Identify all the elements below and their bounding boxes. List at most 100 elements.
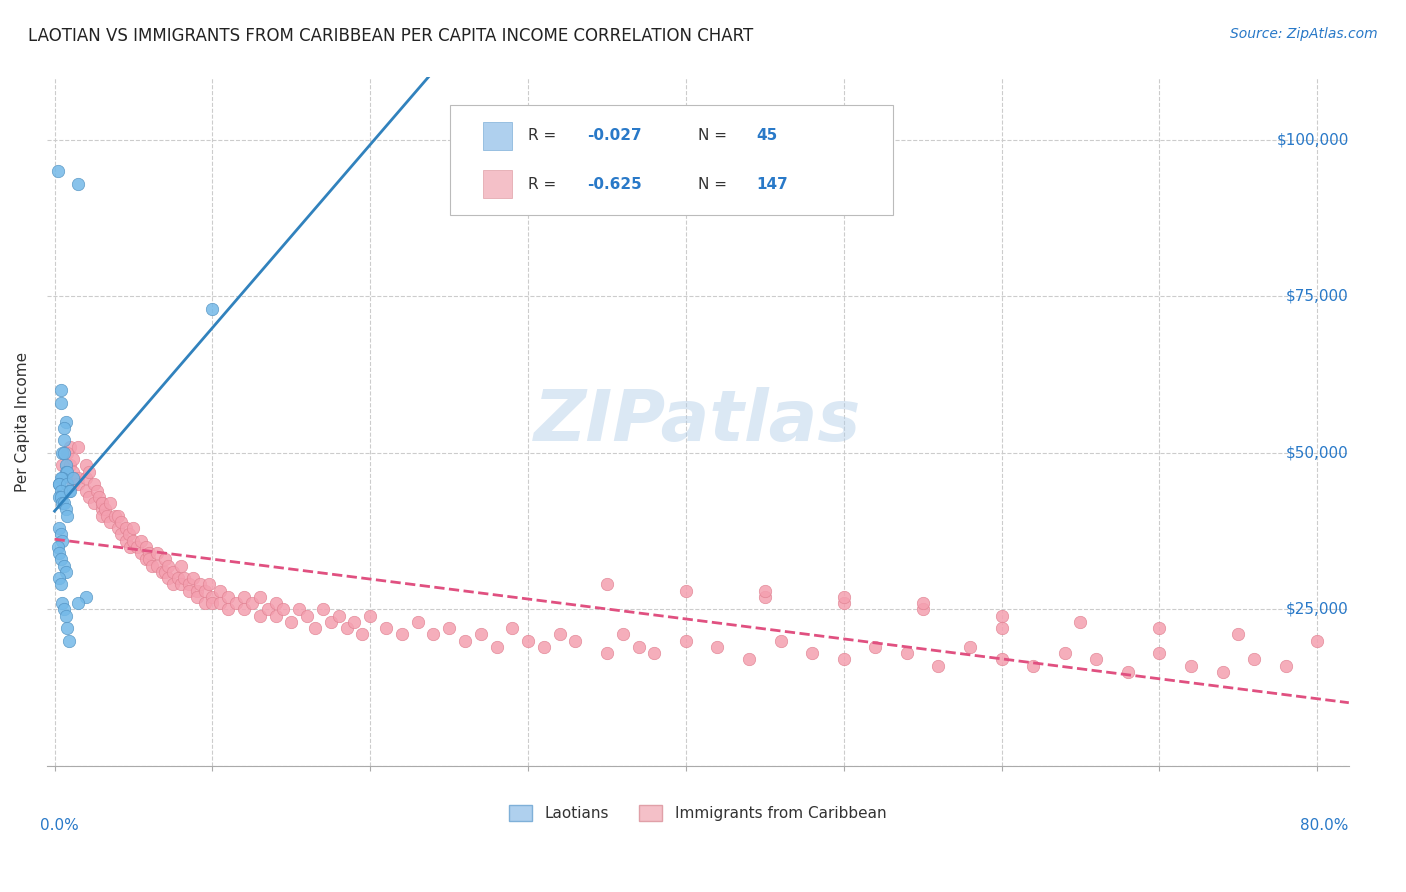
Point	[1243, 652, 1265, 666]
Point	[217, 602, 239, 616]
Point	[62, 477, 84, 491]
Text: R =: R =	[529, 128, 561, 144]
Point	[53, 421, 76, 435]
Point	[135, 540, 157, 554]
Text: 45: 45	[756, 128, 778, 144]
Point	[264, 596, 287, 610]
Point	[754, 590, 776, 604]
Point	[56, 621, 79, 635]
Text: N =: N =	[697, 128, 731, 144]
Point	[98, 515, 121, 529]
Point	[675, 583, 697, 598]
Point	[49, 396, 72, 410]
Text: 80.0%: 80.0%	[1301, 818, 1348, 832]
Point	[162, 577, 184, 591]
Point	[67, 477, 90, 491]
Point	[193, 596, 215, 610]
Point	[911, 602, 934, 616]
Point	[67, 471, 90, 485]
Point	[201, 301, 224, 316]
Point	[51, 458, 73, 473]
Point	[990, 652, 1012, 666]
Point	[990, 621, 1012, 635]
Point	[94, 502, 117, 516]
Point	[675, 633, 697, 648]
Point	[107, 521, 129, 535]
Point	[256, 602, 278, 616]
Point	[319, 615, 342, 629]
Point	[304, 621, 326, 635]
Point	[146, 546, 169, 560]
Point	[75, 458, 97, 473]
Point	[501, 621, 523, 635]
Legend: Laotians, Immigrants from Caribbean: Laotians, Immigrants from Caribbean	[503, 799, 893, 827]
Text: Source: ZipAtlas.com: Source: ZipAtlas.com	[1230, 27, 1378, 41]
Point	[927, 658, 949, 673]
Point	[801, 646, 824, 660]
Point	[87, 490, 110, 504]
Point	[186, 583, 208, 598]
Point	[49, 577, 72, 591]
Point	[75, 483, 97, 498]
Point	[56, 446, 79, 460]
Point	[114, 533, 136, 548]
Point	[53, 434, 76, 448]
FancyBboxPatch shape	[482, 122, 512, 150]
Point	[166, 571, 188, 585]
Point	[280, 615, 302, 629]
Point	[118, 527, 141, 541]
Point	[738, 652, 761, 666]
Point	[201, 596, 224, 610]
Point	[335, 621, 357, 635]
Point	[51, 596, 73, 610]
Point	[865, 640, 887, 654]
Point	[141, 558, 163, 573]
Point	[46, 164, 69, 178]
Point	[103, 508, 125, 523]
Point	[48, 477, 70, 491]
Point	[548, 627, 571, 641]
Point	[131, 546, 153, 560]
Point	[1149, 621, 1171, 635]
Point	[48, 477, 70, 491]
Point	[312, 602, 335, 616]
Point	[138, 552, 160, 566]
Point	[110, 515, 132, 529]
Point	[55, 458, 77, 473]
Point	[157, 571, 180, 585]
Point	[832, 652, 855, 666]
Point	[83, 496, 105, 510]
Point	[49, 490, 72, 504]
Point	[186, 590, 208, 604]
Point	[1306, 633, 1329, 648]
Point	[58, 483, 80, 498]
Point	[49, 552, 72, 566]
Point	[201, 590, 224, 604]
Point	[627, 640, 650, 654]
Text: 147: 147	[756, 177, 789, 192]
Point	[233, 602, 256, 616]
Point	[1274, 658, 1296, 673]
Point	[51, 533, 73, 548]
Point	[564, 633, 586, 648]
Point	[62, 452, 84, 467]
Point	[288, 602, 311, 616]
Point	[49, 384, 72, 398]
Point	[198, 577, 221, 591]
Point	[55, 502, 77, 516]
Point	[83, 477, 105, 491]
Point	[131, 533, 153, 548]
Point	[177, 583, 200, 598]
Point	[157, 558, 180, 573]
Point	[122, 521, 145, 535]
Point	[96, 508, 118, 523]
Point	[183, 571, 205, 585]
Point	[98, 496, 121, 510]
Point	[48, 546, 70, 560]
Point	[959, 640, 981, 654]
Text: $50,000: $50,000	[1286, 445, 1348, 460]
Text: $75,000: $75,000	[1286, 289, 1348, 304]
Point	[55, 608, 77, 623]
Point	[1212, 665, 1234, 679]
Point	[485, 640, 508, 654]
